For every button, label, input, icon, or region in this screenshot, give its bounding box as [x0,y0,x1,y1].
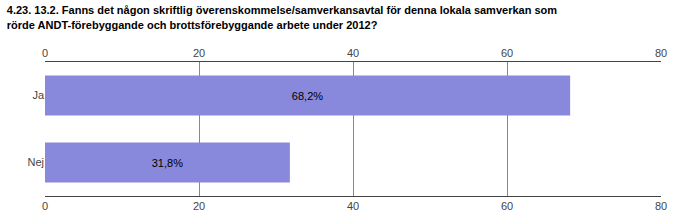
svg-text:Ja: Ja [32,89,45,101]
svg-text:0: 0 [42,47,48,59]
svg-text:40: 40 [347,47,359,59]
svg-text:20: 20 [193,47,205,59]
svg-text:60: 60 [501,47,513,59]
svg-text:0: 0 [42,200,48,212]
svg-text:Nej: Nej [27,156,44,168]
svg-text:20: 20 [193,200,205,212]
svg-text:80: 80 [655,47,667,59]
svg-text:40: 40 [347,200,359,212]
svg-text:60: 60 [501,200,513,212]
svg-text:80: 80 [655,200,667,212]
svg-text:31,8%: 31,8% [152,157,183,169]
svg-text:4.23. 13.2. Fanns det någon sk: 4.23. 13.2. Fanns det någon skriftlig öv… [7,4,557,30]
svg-text:68,2%: 68,2% [292,90,323,102]
